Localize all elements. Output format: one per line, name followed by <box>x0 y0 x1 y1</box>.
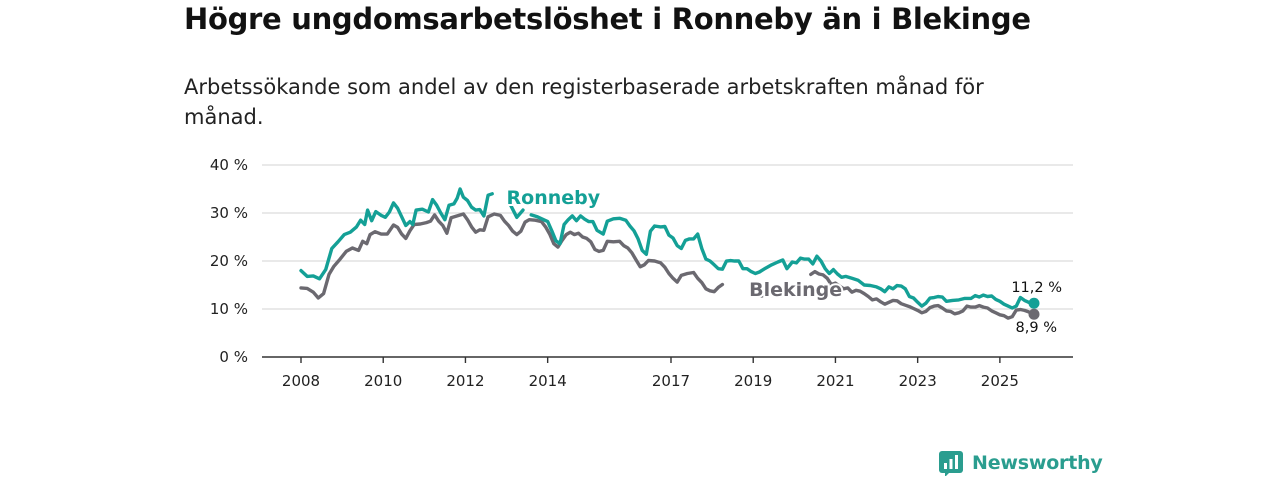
x-tick-label: 2012 <box>446 372 484 390</box>
x-tick-label: 2025 <box>981 372 1019 390</box>
x-tick-label: 2023 <box>899 372 937 390</box>
y-tick-label: 10 % <box>210 300 248 318</box>
newsworthy-logo-icon <box>939 451 963 476</box>
series-line-ronneby <box>529 213 1036 310</box>
chart-subtitle: Arbetssökande som andel av den registerb… <box>184 75 984 129</box>
y-tick-label: 30 % <box>210 204 248 222</box>
x-tick-label: 2017 <box>652 372 690 390</box>
brand-logo: Newsworthy <box>938 449 1103 477</box>
x-tick-label: 2014 <box>529 372 567 390</box>
x-tick-label: 2021 <box>816 372 854 390</box>
series-line-ronneby <box>299 187 494 281</box>
series-label-blekinge: Blekinge <box>749 279 842 301</box>
series-line-blekinge <box>299 212 725 300</box>
series-ronneby <box>299 187 1036 310</box>
x-tick-label: 2008 <box>282 372 320 390</box>
series-layer <box>299 187 1036 320</box>
end-value-blekinge: 8,9 % <box>1016 320 1057 336</box>
series-line-ronneby <box>509 203 525 219</box>
y-tick-label: 20 % <box>210 252 248 270</box>
end-marker-blekinge <box>1028 308 1040 320</box>
series-line-blekinge <box>809 269 1036 320</box>
labels-layer: Ronneby Blekinge 11,2 % 8,9 % <box>505 185 1064 338</box>
x-tick-label: 2010 <box>364 372 402 390</box>
series-label-ronneby: Ronneby <box>507 187 601 209</box>
x-axis: 2008 2010 2012 2014 2017 2019 2021 2023 2025 <box>262 356 1073 390</box>
end-marker-ronneby <box>1028 297 1040 309</box>
brand-name: Newsworthy <box>972 452 1103 474</box>
y-tick-label: 40 % <box>210 156 248 174</box>
series-line-blekinge <box>759 293 770 298</box>
series-blekinge <box>299 212 1036 320</box>
x-tick-label: 2019 <box>734 372 772 390</box>
y-tick-label: 0 % <box>219 348 248 366</box>
y-axis: 0 % 10 % 20 % 30 % 40 % <box>210 156 248 366</box>
end-value-ronneby: 11,2 % <box>1011 280 1062 296</box>
chart-title: Högre ungdomsarbetslöshet i Ronneby än i… <box>184 2 1031 36</box>
grid-lines <box>262 164 1073 310</box>
